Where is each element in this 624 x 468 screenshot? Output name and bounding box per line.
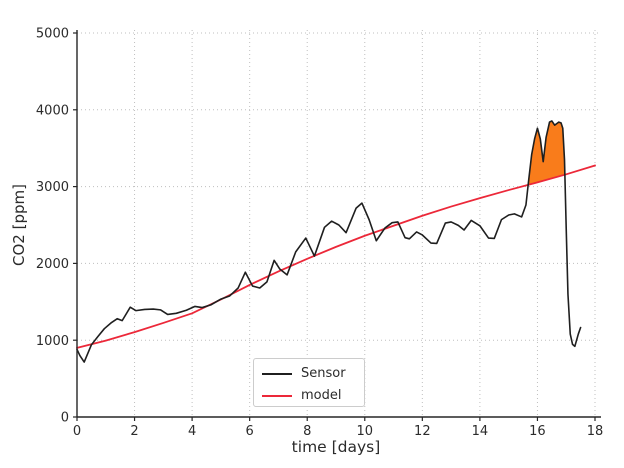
y-axis-label: CO2 [ppm] (10, 184, 28, 266)
legend-entry-sensor: Sensor (262, 366, 364, 381)
x-tick-label: 4 (188, 424, 196, 439)
x-tick-label: 12 (414, 424, 431, 439)
x-axis-label: time [days] (291, 438, 381, 456)
sensor-line-swatch (262, 372, 292, 375)
x-tick-label: 2 (130, 424, 138, 439)
y-tick-label: 2000 (36, 257, 69, 272)
y-tick-label: 1000 (36, 334, 69, 349)
sensor-line (76, 120, 582, 363)
legend-label-sensor: Sensor (301, 366, 346, 381)
x-tick-label: 0 (73, 424, 81, 439)
x-tick-label: 16 (529, 424, 546, 439)
model-line-swatch (262, 394, 292, 397)
x-tick-label: 8 (303, 424, 311, 439)
legend: Sensor model (253, 358, 365, 407)
exceedance-fill-area (528, 120, 565, 185)
x-tick-label: 6 (246, 424, 254, 439)
y-tick-label: 4000 (36, 103, 69, 118)
legend-entry-model: model (262, 388, 364, 403)
y-tick-label: 5000 (36, 27, 69, 42)
legend-label-model: model (301, 388, 342, 403)
x-tick-label: 10 (357, 424, 374, 439)
x-tick-label: 14 (472, 424, 489, 439)
x-tick-label: 18 (587, 424, 604, 439)
model-line (76, 164, 596, 349)
y-tick-label: 3000 (36, 180, 69, 195)
y-tick-label: 0 (61, 411, 69, 426)
